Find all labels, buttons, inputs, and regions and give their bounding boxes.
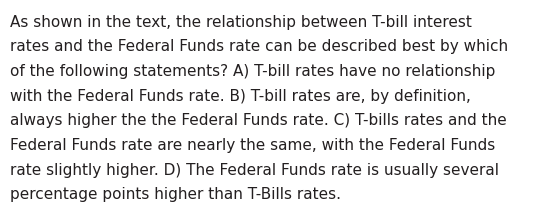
- Text: rate slightly higher. D) The Federal Funds rate is usually several: rate slightly higher. D) The Federal Fun…: [10, 163, 499, 178]
- Text: As shown in the text, the relationship between T-bill interest: As shown in the text, the relationship b…: [10, 15, 472, 30]
- Text: percentage points higher than T-Bills rates.: percentage points higher than T-Bills ra…: [10, 187, 341, 202]
- Text: with the Federal Funds rate. B) T-bill rates are, by definition,: with the Federal Funds rate. B) T-bill r…: [10, 89, 471, 104]
- Text: Federal Funds rate are nearly the same, with the Federal Funds: Federal Funds rate are nearly the same, …: [10, 138, 496, 153]
- Text: rates and the Federal Funds rate can be described best by which: rates and the Federal Funds rate can be …: [10, 39, 508, 54]
- Text: always higher the the Federal Funds rate. C) T-bills rates and the: always higher the the Federal Funds rate…: [10, 113, 507, 128]
- Text: of the following statements? A) T-bill rates have no relationship: of the following statements? A) T-bill r…: [10, 64, 496, 79]
